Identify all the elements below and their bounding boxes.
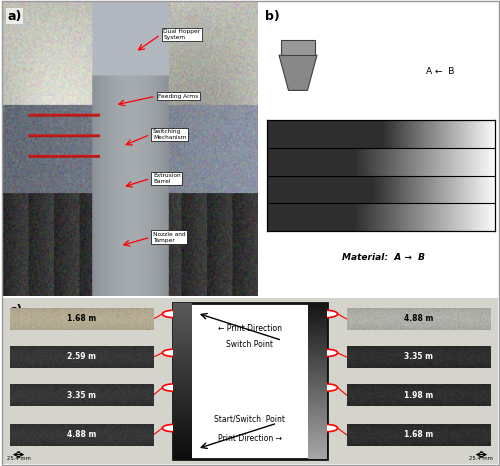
Text: ← Print Direction: ← Print Direction [218, 323, 282, 333]
Text: Extrusion
Barrel: Extrusion Barrel [153, 173, 180, 184]
Text: 1.68 m: 1.68 m [67, 315, 96, 323]
Text: Start/Switch  Point: Start/Switch Point [214, 414, 286, 424]
Text: Switch Point: Switch Point [226, 340, 274, 349]
Text: 4.88 m: 4.88 m [404, 315, 433, 323]
Circle shape [316, 310, 338, 318]
Circle shape [316, 425, 338, 432]
Text: Material:  A →  B: Material: A → B [342, 253, 425, 262]
Text: Nozzle and
Tamper: Nozzle and Tamper [153, 232, 186, 243]
Text: a): a) [8, 10, 22, 23]
Text: Dual Hopper
System: Dual Hopper System [163, 29, 200, 40]
Text: c): c) [10, 304, 23, 317]
Text: 2.59 m: 2.59 m [67, 352, 96, 362]
Text: 25.4 mm: 25.4 mm [470, 456, 494, 461]
Circle shape [162, 349, 184, 356]
Circle shape [162, 425, 184, 432]
Text: Feeding Arms: Feeding Arms [158, 94, 198, 99]
Text: 25.4 mm: 25.4 mm [6, 456, 30, 461]
Text: 3.35 m: 3.35 m [404, 352, 433, 362]
Text: 4.88 m: 4.88 m [67, 430, 96, 439]
FancyBboxPatch shape [2, 298, 498, 464]
Text: 3.35 m: 3.35 m [67, 391, 96, 399]
Text: Switching
Mechanism: Switching Mechanism [153, 129, 186, 140]
FancyBboxPatch shape [192, 303, 308, 459]
Text: 1.68 m: 1.68 m [404, 430, 433, 439]
Circle shape [162, 384, 184, 391]
Circle shape [162, 310, 184, 318]
Text: Print Direction →: Print Direction → [218, 434, 282, 443]
Circle shape [316, 384, 338, 391]
Circle shape [316, 349, 338, 356]
Text: 1.98 m: 1.98 m [404, 391, 433, 399]
Text: b): b) [265, 10, 280, 23]
Text: A ←  B: A ← B [426, 67, 454, 76]
Polygon shape [279, 55, 317, 90]
FancyBboxPatch shape [282, 41, 314, 55]
